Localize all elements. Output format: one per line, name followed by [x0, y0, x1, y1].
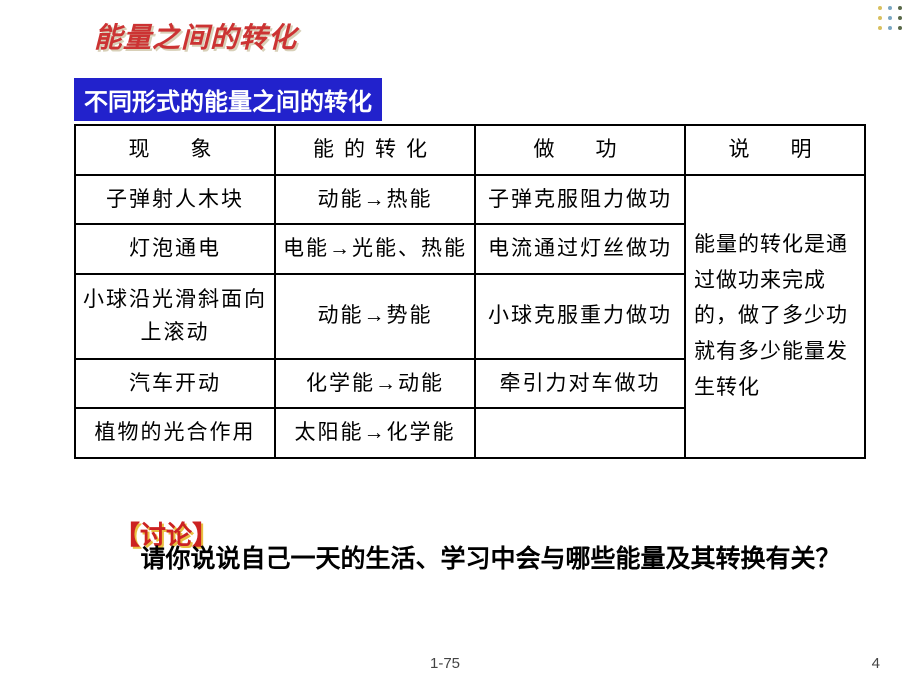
dot	[898, 16, 902, 20]
header-transform: 能的转化	[275, 125, 475, 175]
dot	[878, 26, 882, 30]
subtitle-text: 不同形式的能量之间的转化	[84, 82, 372, 117]
dot	[878, 16, 882, 20]
discussion-body: 请你说说自己一天的生活、学习中会与哪些能量及其转换有关？	[78, 538, 858, 581]
cell-transform: 电能→光能、热能	[275, 224, 475, 274]
cell-explanation: 能量的转化是通过做功来完成的，做了多少功就有多少能量发生转化	[685, 175, 865, 458]
cell-phenomenon: 灯泡通电	[75, 224, 275, 274]
energy-table: 现 象 能的转化 做 功 说 明 子弹射人木块 动能→热能 子弹克服阻力做功 能…	[74, 124, 864, 459]
footer-page-number: 4	[872, 655, 880, 672]
cell-phenomenon: 植物的光合作用	[75, 408, 275, 458]
cell-work: 子弹克服阻力做功	[475, 175, 685, 225]
cell-work	[475, 408, 685, 458]
cell-transform: 太阳能→化学能	[275, 408, 475, 458]
header-phenomenon: 现 象	[75, 125, 275, 175]
header-work: 做 功	[475, 125, 685, 175]
corner-decor	[878, 6, 902, 30]
dot	[898, 6, 902, 10]
dot	[888, 16, 892, 20]
cell-phenomenon: 子弹射人木块	[75, 175, 275, 225]
dot	[888, 26, 892, 30]
subtitle-bar: 不同形式的能量之间的转化	[74, 78, 382, 121]
discussion-label-wrap: 【讨论】 【讨论】	[114, 502, 834, 520]
footer-page-range: 1-75	[430, 655, 460, 672]
cell-work: 小球克服重力做功	[475, 274, 685, 359]
cell-transform: 化学能→动能	[275, 359, 475, 409]
table-header-row: 现 象 能的转化 做 功 说 明	[75, 125, 865, 175]
title-main: 能量之间的转化	[94, 16, 297, 56]
cell-phenomenon: 汽车开动	[75, 359, 275, 409]
cell-phenomenon: 小球沿光滑斜面向上滚动	[75, 274, 275, 359]
cell-transform: 动能→热能	[275, 175, 475, 225]
dot	[888, 6, 892, 10]
dot	[898, 26, 902, 30]
header-explain: 说 明	[685, 125, 865, 175]
cell-work: 牵引力对车做功	[475, 359, 685, 409]
dot	[878, 6, 882, 10]
cell-transform: 动能→势能	[275, 274, 475, 359]
cell-work: 电流通过灯丝做功	[475, 224, 685, 274]
table-row: 子弹射人木块 动能→热能 子弹克服阻力做功 能量的转化是通过做功来完成的，做了多…	[75, 175, 865, 225]
